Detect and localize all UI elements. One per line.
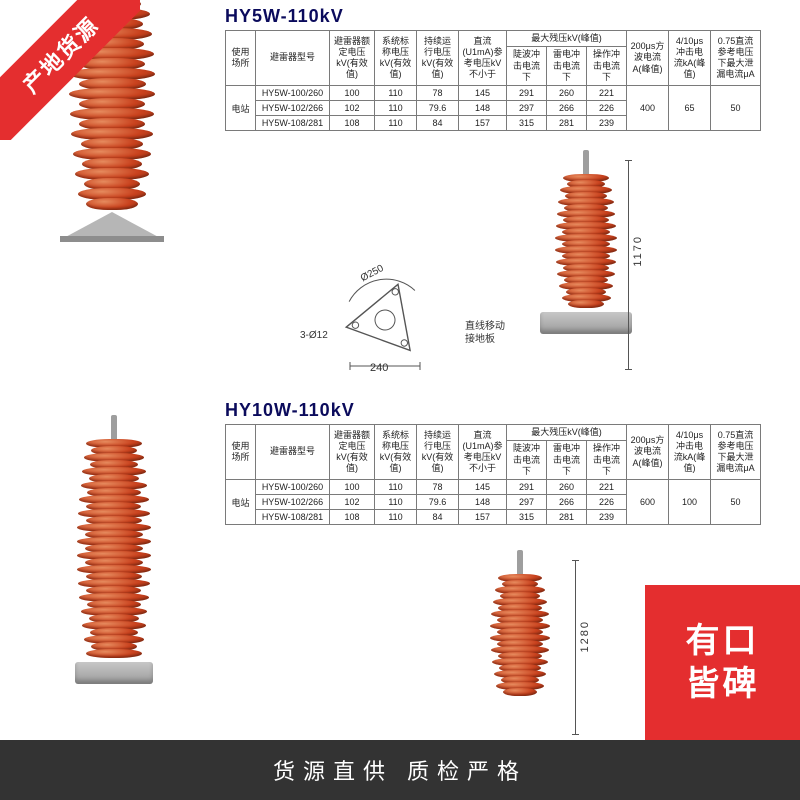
ribbon-label: 产地货源 (0, 0, 140, 140)
section1-dim-line (628, 160, 629, 370)
section1-note: 直线移动 接地板 (465, 320, 505, 346)
ribbon-top-left: 产地货源 (0, 0, 140, 140)
section2-arrester-diagram (490, 550, 550, 696)
arrester-tip (517, 550, 523, 576)
badge-line2: 皆碑 (686, 665, 760, 703)
section1-arrester-diagram (540, 150, 632, 334)
badge-line1: 有口 (686, 622, 760, 660)
arrester-tip (583, 150, 589, 176)
section2-title: HY10W-110kV (225, 400, 355, 421)
section2-arrester-large (75, 415, 153, 684)
section1-spec-table: 使用场所避雷器型号避雷器额定电压kV(有效值)系统标称电压kV(有效值)持续运行… (225, 30, 761, 131)
section1-note-l2: 接地板 (465, 334, 495, 345)
arrester-tip (111, 415, 117, 441)
section1-note-l1: 直线移动 (465, 321, 505, 332)
arrester-disc-stack (490, 576, 550, 696)
section2-height-dim: 1280 (579, 620, 591, 652)
arrester-base-flat (75, 662, 153, 684)
badge-bottom-right: 有口 皆碑 (645, 585, 800, 740)
footer-text: 货源直供 质检严格 (273, 754, 527, 786)
arrester-disc-stack (77, 441, 151, 658)
arrester-base-triangle (60, 212, 164, 240)
section1-hole-spec: 3-Ø12 (300, 330, 328, 341)
section2-spec-table: 使用场所避雷器型号避雷器额定电压kV(有效值)系统标称电压kV(有效值)持续运行… (225, 424, 761, 525)
section1-title: HY5W-110kV (225, 6, 344, 27)
arrester-disc-stack (555, 176, 617, 308)
badge-text: 有口 皆碑 (686, 620, 760, 705)
section2-dim-line (575, 560, 576, 735)
page-canvas: 产地货源 HY5W-110kV 使用场所避雷器型号避雷器额定电压kV(有效值)系… (0, 0, 800, 800)
footer-bar: 货源直供 质检严格 (0, 740, 800, 800)
section1-base-width: 240 (370, 362, 388, 374)
section1-height-dim: 1170 (632, 235, 644, 267)
arrester-base-flat (540, 312, 632, 334)
